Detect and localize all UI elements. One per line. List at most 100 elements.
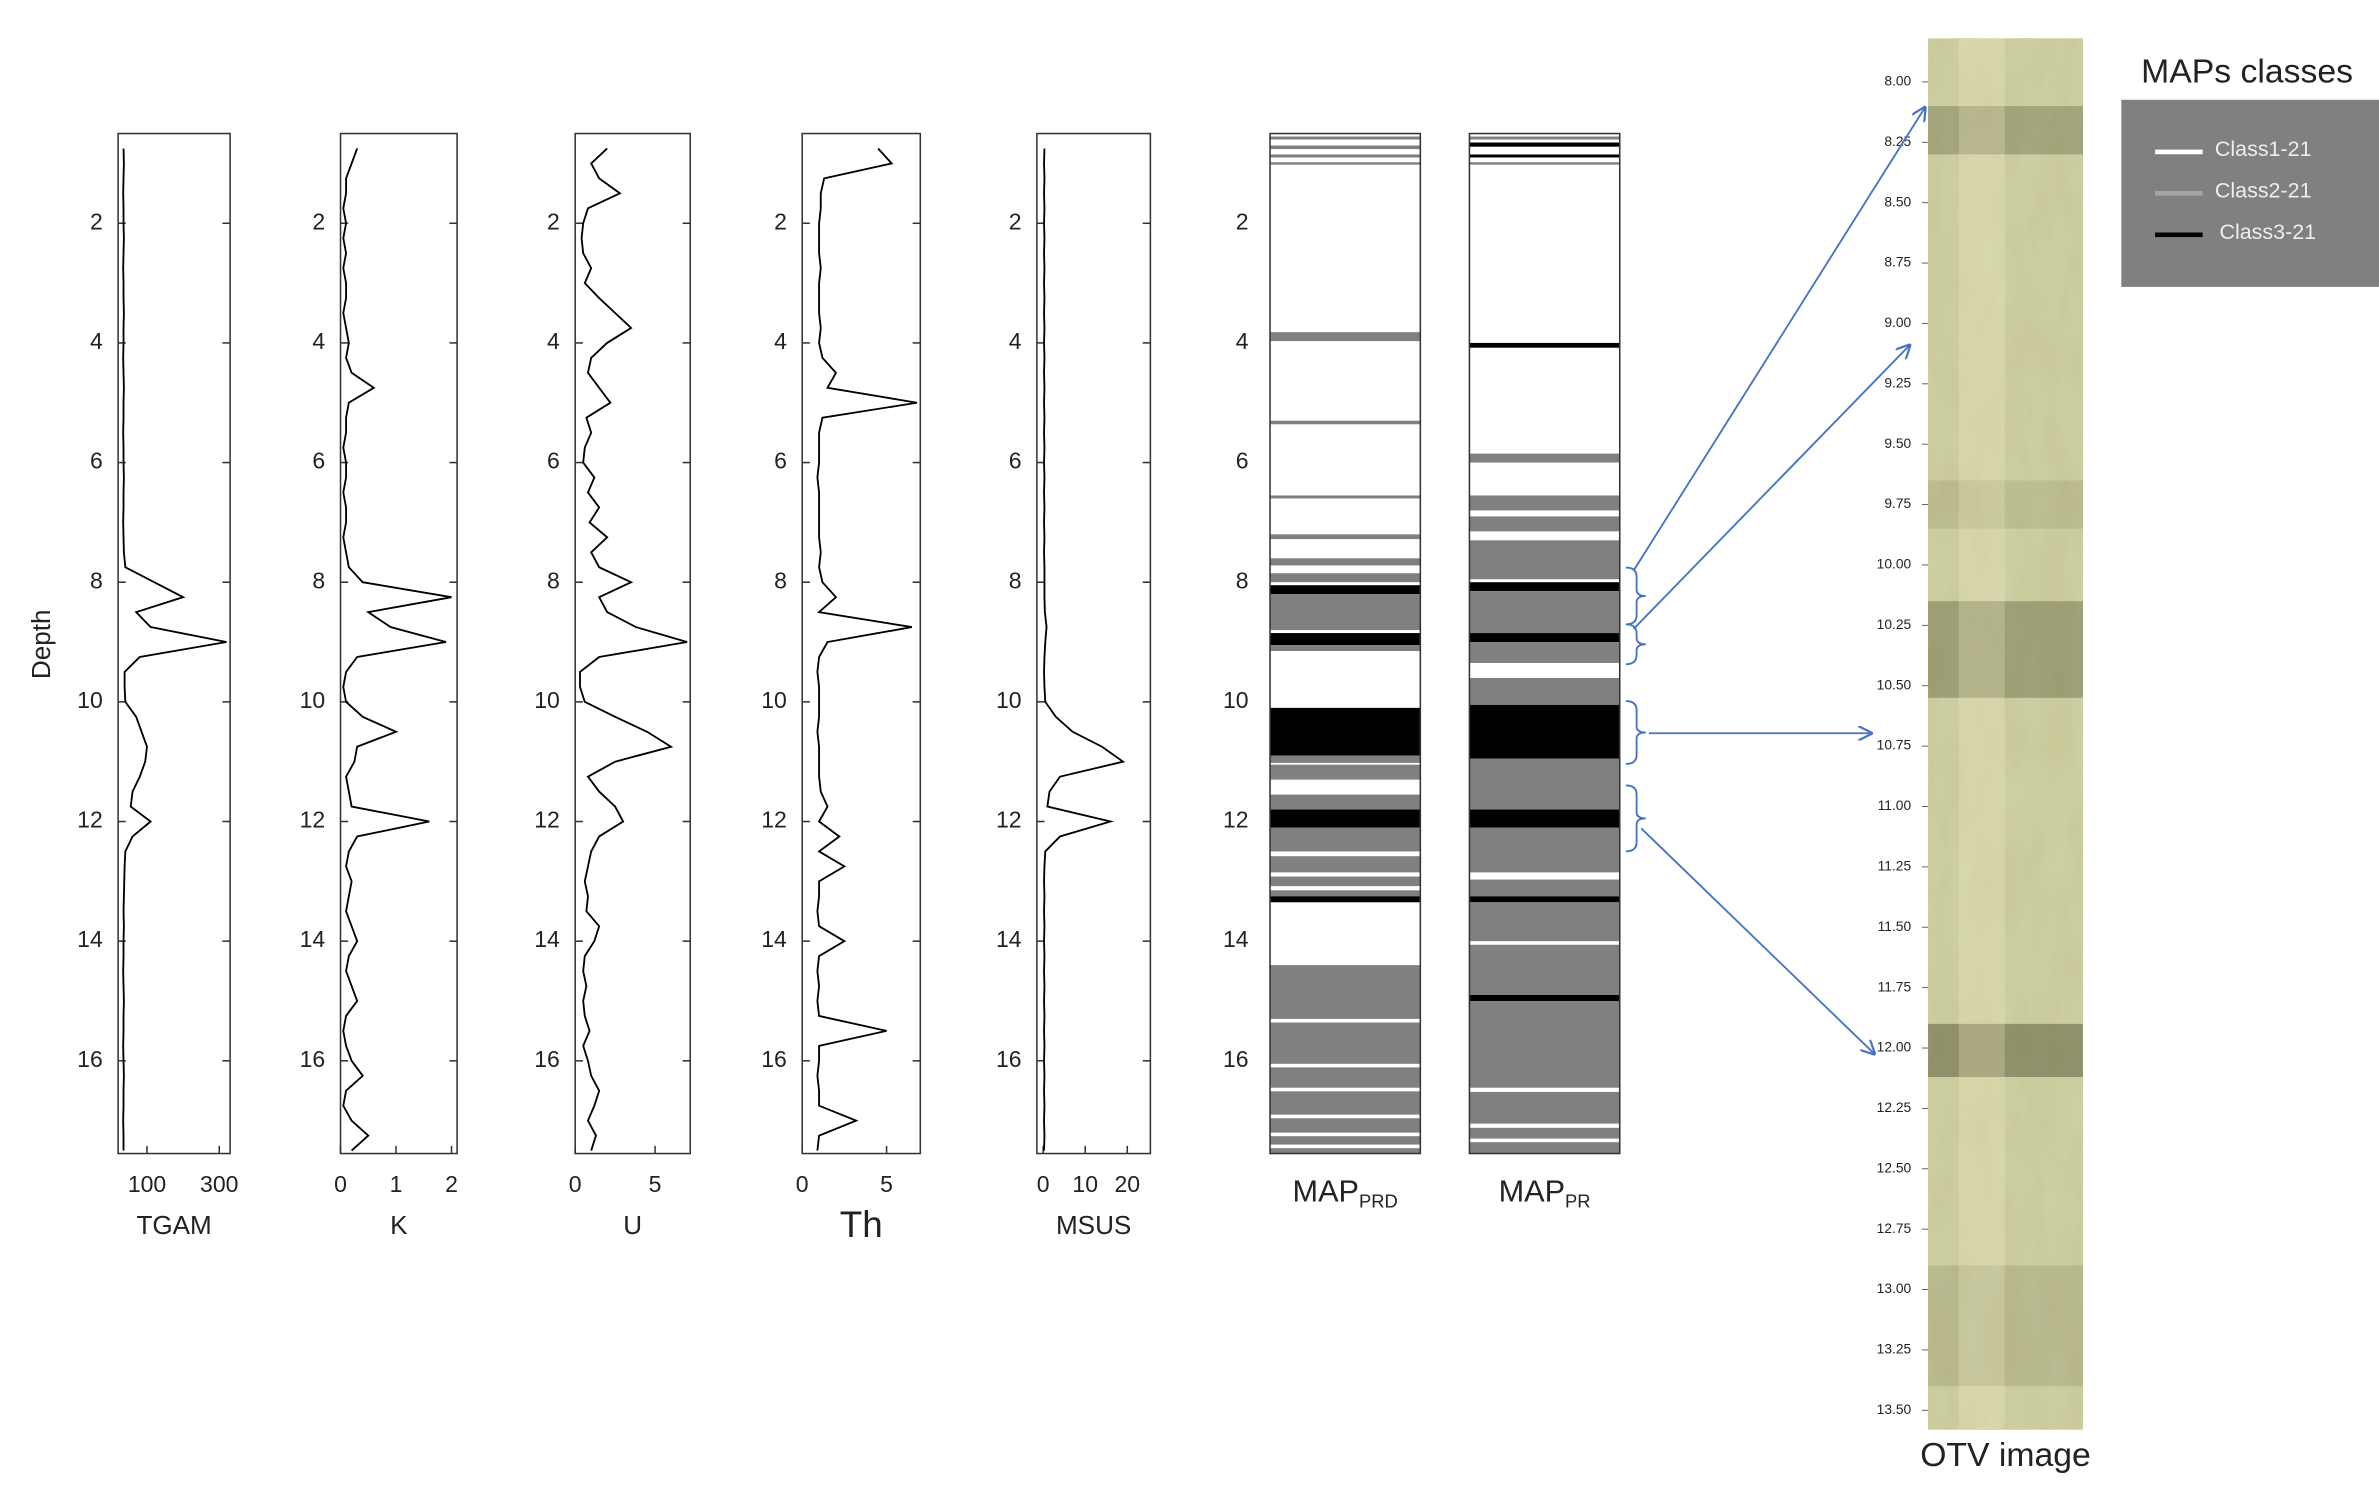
y-tick-label: 6 [774,448,787,474]
class-interval [1270,886,1421,891]
y-tick-label: 6 [1236,448,1249,474]
arrow [1632,107,1925,572]
column-label: MAPPRD [1293,1175,1398,1212]
y-tick-label: 12.75 [1877,1221,1912,1236]
class-interval [1469,995,1620,1001]
class-interval [1469,495,1620,511]
y-tick-label: 13.00 [1877,1281,1912,1296]
y-tick-label: 10 [1223,687,1249,713]
class-interval [1270,851,1421,857]
class-interval [1469,902,1620,1154]
arrow [1632,345,1910,630]
x-tick-label: 20 [1114,1171,1140,1197]
core-band [1928,480,2083,529]
core-texture [1928,38,2083,1430]
class-interval [1469,633,1620,643]
class-interval [1469,642,1620,663]
x-tick-label: 5 [880,1171,893,1197]
bracket [1625,700,1646,765]
class-interval [1270,145,1421,150]
y-tick-label: 10.25 [1877,617,1912,632]
x-axis-label: Th [840,1204,883,1245]
class-interval [1469,758,1620,810]
y-tick-label: 4 [1236,328,1249,354]
class-interval [1469,342,1620,348]
class-interval [1469,1087,1620,1092]
class-interval [1270,809,1421,828]
column-border [1269,132,1422,1155]
column-label-sub: PR [1565,1190,1591,1211]
panel-frame [801,132,922,1155]
class-interval [1270,420,1421,425]
class-interval [1270,573,1421,583]
panel-frame [117,132,231,1155]
class-interval [1469,540,1620,580]
y-tick-label: 11.75 [1878,979,1912,994]
class-interval [1469,453,1620,463]
class-interval [1469,896,1620,903]
y-tick-label: 10.00 [1877,557,1912,572]
y-tick-label: 12 [1223,807,1249,833]
y-tick-label: 9.25 [1884,375,1911,390]
y-tick-label: 8 [774,567,787,593]
y-tick-label: 4 [774,328,787,354]
column-label-sub: PRD [1359,1190,1398,1211]
y-tick-label: 14 [761,926,787,952]
x-tick-label: 0 [569,1171,582,1197]
arrow [1640,827,1874,1053]
x-tick-label: 5 [649,1171,662,1197]
y-tick-label: 2 [774,208,787,234]
class-interval [1469,1123,1620,1128]
class-interval [1270,1114,1421,1119]
y-tick-label: 10 [996,687,1022,713]
bracket [1625,623,1646,666]
class-interval [1270,1132,1421,1137]
x-tick-label: 10 [1072,1171,1098,1197]
core-band [1928,1023,2083,1077]
class-interval [1270,965,1421,1154]
y-tick-label: 9.00 [1884,315,1911,330]
class-interval [1469,142,1620,147]
class-interval [1270,332,1421,342]
y-tick-label: 16 [1223,1046,1249,1072]
x-axis-label: MSUS [1056,1210,1131,1240]
log-curve [579,147,688,1151]
class-interval [1469,704,1620,759]
y-tick-label: 10.75 [1877,738,1912,753]
y-tick-label: 14 [996,926,1022,952]
legend-label: Class1-21 [2215,137,2312,161]
x-axis-label: U [623,1210,642,1240]
y-tick-label: 6 [1009,448,1022,474]
x-tick-label: 1 [390,1171,403,1197]
x-tick-label: 0 [1037,1171,1050,1197]
y-tick-label: 14 [300,926,326,952]
y-tick-label: 2 [312,208,325,234]
bracket [1625,784,1646,853]
y-tick-label: 2 [547,208,560,234]
y-tick-label: 14 [77,926,103,952]
class-interval [1270,707,1421,756]
x-tick-label: 100 [128,1171,166,1197]
y-tick-label: 8 [90,567,103,593]
column-label-main: MAP [1293,1175,1359,1209]
y-tick-label: 10 [534,687,560,713]
class-interval [1270,594,1421,631]
column-label: MAPPR [1499,1175,1591,1212]
y-tick-label: 2 [90,208,103,234]
y-tick-label: 2 [1236,208,1249,234]
class-interval [1270,645,1421,652]
y-tick-label: 10 [761,687,787,713]
core-shade [1958,38,2005,1430]
y-tick-label: 16 [996,1046,1022,1072]
x-axis-label: TGAM [136,1210,211,1240]
class-interval [1270,154,1421,158]
y-tick-label: 8.25 [1884,134,1911,149]
y-tick-label: 13.50 [1877,1402,1912,1417]
y-tick-label: 12 [761,807,787,833]
class-interval [1270,1063,1421,1068]
class-interval [1270,872,1421,877]
y-tick-label: 4 [312,328,325,354]
class-interval [1270,827,1421,897]
y-tick-label: 12.00 [1877,1040,1912,1055]
